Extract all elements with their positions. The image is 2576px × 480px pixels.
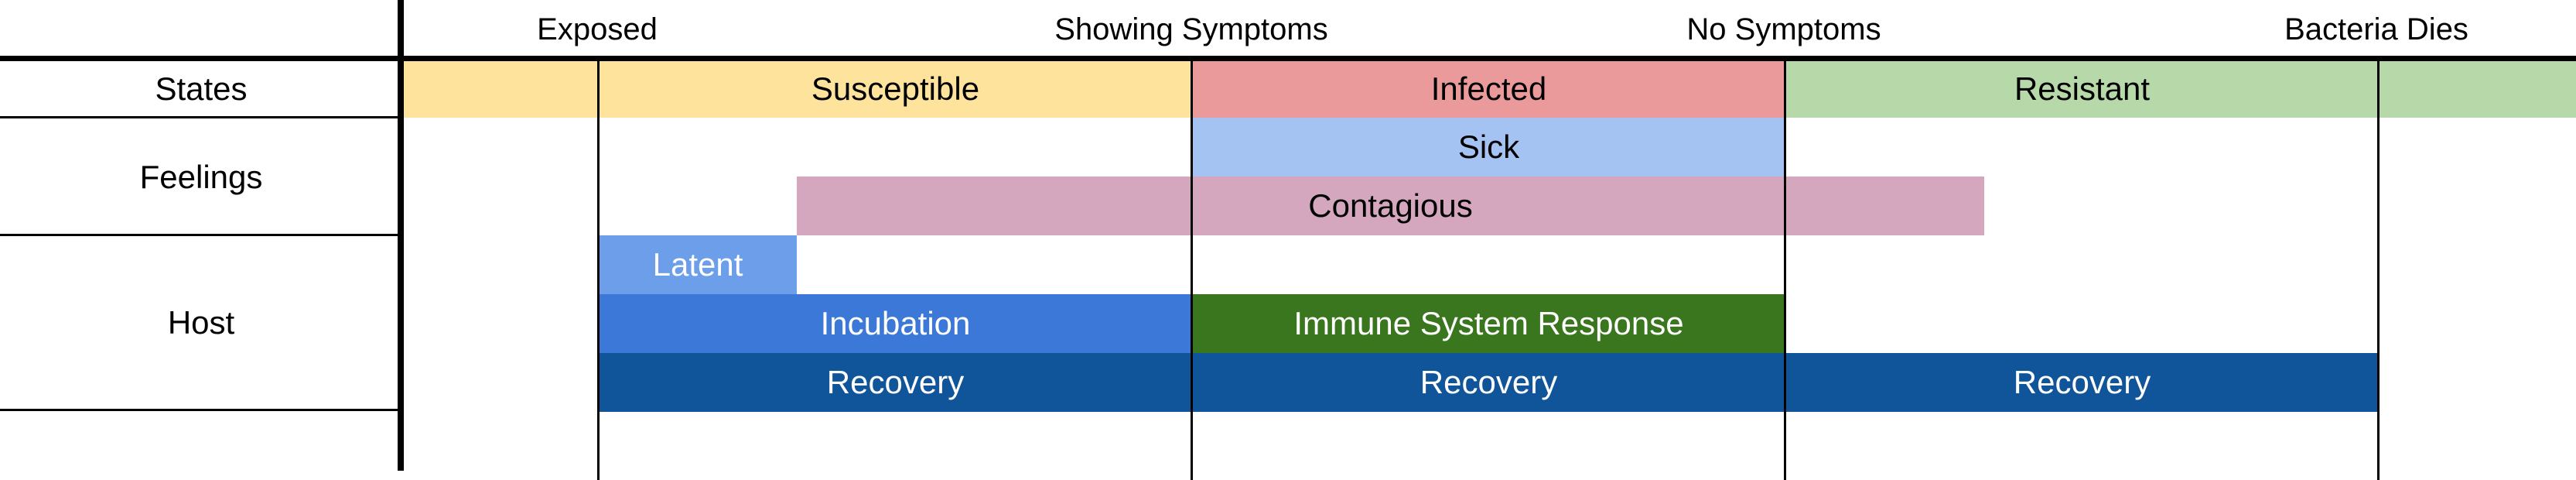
bar-incubation: Incubation [599, 294, 1192, 353]
bar-resistant: Resistant [1785, 60, 2379, 118]
header-divider-line [0, 56, 2576, 61]
row-label-host: Host [167, 304, 235, 341]
bar-infected: Infected [1192, 60, 1785, 118]
row-divider-feelings [0, 234, 402, 236]
column-header-no-symptoms: No Symptoms [1686, 12, 1881, 46]
bar-recovery-1: Recovery [599, 353, 1192, 412]
bar-recovery-2: Recovery [1192, 353, 1785, 412]
bar-susceptible: Susceptible [599, 60, 1192, 118]
column-header-showing-symptoms: Showing Symptoms [1054, 12, 1328, 46]
bar-latent: Latent [599, 235, 797, 294]
column-header-exposed: Exposed [537, 12, 658, 46]
bar-sick: Sick [1192, 118, 1785, 177]
bar-immune-system-response: Immune System Response [1192, 294, 1785, 353]
column-header-bacteria-dies: Bacteria Dies [2284, 12, 2468, 46]
timeline-marker-no-symptoms [1784, 59, 1786, 480]
states-tail-band [2379, 60, 2576, 118]
timeline-marker-showing-symptoms [1191, 59, 1193, 480]
row-divider-states [0, 116, 402, 118]
states-lead-band [404, 60, 599, 118]
timeline-marker-bacteria-dies [2377, 59, 2380, 480]
row-label-feelings: Feelings [139, 159, 263, 195]
bar-recovery-3: Recovery [1785, 353, 2379, 412]
bar-contagious: Contagious [797, 177, 1984, 235]
row-divider-host [0, 409, 402, 411]
row-label-states: States [155, 70, 248, 107]
timeline-marker-exposed [597, 59, 600, 480]
